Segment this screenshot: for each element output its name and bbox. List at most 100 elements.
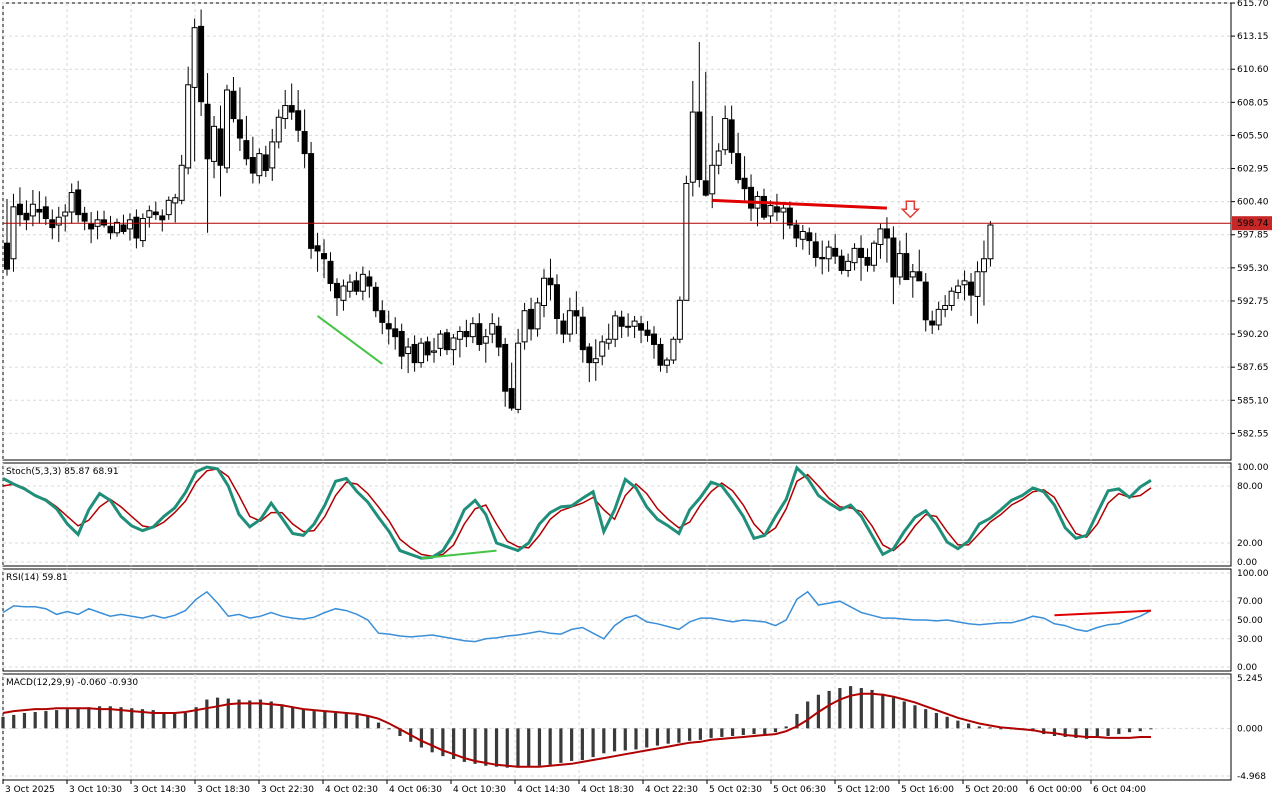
price-axis-label: 602.95 [1237, 165, 1269, 175]
macd-panel-frame [2, 673, 1232, 781]
rsi-line [2, 590, 1152, 643]
bearish-candle [553, 284, 560, 319]
bullish-candle [676, 299, 683, 340]
macd-histogram-bar [484, 728, 488, 766]
macd-histogram-bar [65, 709, 69, 729]
bearish-candle [858, 247, 865, 258]
rsi-axis-label: 70.00 [1237, 597, 1263, 607]
bullish-candle [450, 337, 457, 351]
macd-histogram-bar [1149, 728, 1153, 730]
macd-histogram-bar [130, 708, 134, 729]
macd-histogram-bar [945, 716, 949, 729]
macd-histogram-bar [655, 728, 660, 746]
bearish-candle [152, 211, 159, 216]
price-axis-label: 582.55 [1237, 429, 1269, 439]
macd-histogram-bar [505, 728, 509, 768]
bullish-candle [165, 199, 172, 216]
macd-histogram-bar [1, 716, 5, 729]
bearish-candle [793, 224, 800, 239]
bearish-candle [327, 260, 334, 284]
price-axis-label: 592.75 [1237, 297, 1269, 307]
rsi-axis-label: 30.00 [1237, 635, 1263, 645]
time-axis-label: 4 Oct 02:30 [325, 785, 378, 795]
macd-histogram-bar [827, 690, 831, 729]
macd-histogram-bar [1117, 728, 1121, 735]
rsi-axis-label: 100.00 [1237, 569, 1269, 579]
bearish-candle [411, 343, 418, 364]
bearish-candle [838, 255, 845, 271]
macd-histogram-bar [1095, 728, 1099, 737]
macd-histogram-bar [891, 697, 896, 729]
macd-histogram-bar [280, 704, 284, 729]
bearish-candle [773, 206, 780, 213]
bearish-candle [560, 320, 567, 335]
macd-histogram-bar [140, 709, 145, 729]
macd-histogram-bar [516, 728, 520, 768]
bearish-candle [618, 316, 625, 327]
resistance-trendline [712, 198, 887, 210]
bullish-candle [256, 153, 263, 177]
current-price-tag [1232, 216, 1272, 231]
macd-axis-label: 5.245 [1237, 674, 1263, 684]
bullish-candle [799, 231, 806, 240]
bearish-candle [702, 180, 709, 196]
macd-histogram-bar [967, 723, 971, 729]
macd-histogram-bar [108, 706, 112, 729]
rsi-axis-label: 0.00 [1237, 663, 1257, 673]
bearish-candle [308, 153, 315, 249]
price-axis-label: 590.20 [1237, 330, 1269, 340]
price-axis-label: 585.10 [1237, 396, 1269, 406]
time-axis-label: 5 Oct 12:00 [837, 785, 890, 795]
macd-histogram-bar [602, 728, 606, 754]
bullish-candle [346, 281, 353, 292]
bullish-candle [437, 333, 444, 349]
macd-histogram-bar [677, 728, 681, 743]
time-axis-label: 5 Oct 16:00 [901, 785, 954, 795]
macd-histogram-bar [323, 712, 327, 729]
bullish-candle [269, 141, 276, 169]
bearish-candle [748, 186, 755, 209]
macd-signal-line [2, 692, 1151, 768]
bullish-candle [780, 207, 787, 213]
bearish-candle [42, 206, 49, 220]
macd-histogram-bar [580, 728, 584, 760]
macd-histogram-bar [462, 728, 466, 762]
bearish-candle [353, 280, 360, 292]
bearish-candle [4, 242, 10, 270]
time-axis-label: 3 Oct 10:30 [69, 785, 122, 795]
bearish-candle [372, 286, 379, 312]
macd-histogram-bar [730, 728, 735, 737]
bearish-candle [806, 232, 813, 242]
bullish-candle [935, 308, 942, 326]
bearish-candle [463, 330, 470, 338]
time-axis-label: 3 Oct 2025 [5, 785, 55, 795]
bearish-candle [728, 119, 735, 153]
bullish-candle [489, 323, 496, 335]
time-axis-label: 4 Oct 14:30 [517, 785, 570, 795]
macd-histogram-bar [366, 715, 370, 729]
macd-histogram-bar [258, 699, 263, 729]
macd-histogram-bar [527, 728, 531, 767]
sell-arrow-icon [900, 200, 921, 219]
support-trendline [316, 315, 383, 365]
macd-histogram-bar [473, 728, 477, 764]
bearish-candle [204, 103, 211, 160]
bearish-candle [760, 195, 767, 218]
bearish-candle [916, 271, 923, 282]
price-axis-label: 595.30 [1237, 264, 1269, 274]
bearish-candle [81, 212, 88, 222]
macd-histogram-bar [419, 728, 424, 748]
bullish-candle [521, 310, 528, 343]
stoch-axis-label: 100.00 [1237, 463, 1269, 473]
stoch-axis-label: 0.00 [1237, 558, 1257, 568]
bearish-candle [424, 341, 431, 356]
bullish-candle [689, 111, 696, 183]
bearish-candle [133, 216, 140, 239]
macd-histogram-bar [1074, 728, 1078, 738]
bearish-candle [333, 282, 340, 299]
bullish-candle [942, 305, 949, 310]
bearish-candle [392, 328, 399, 338]
macd-histogram-bar [752, 728, 756, 735]
bearish-candle [288, 105, 295, 113]
